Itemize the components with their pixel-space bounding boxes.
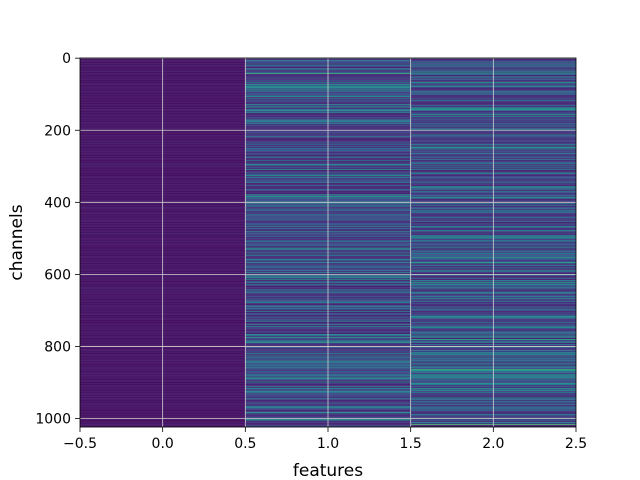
y-axis-label: channels: [7, 204, 27, 280]
y-tick-label: 600: [44, 267, 71, 283]
x-tick-label: 1.0: [317, 436, 339, 452]
y-tick-label: 1000: [35, 412, 71, 428]
x-axis-ticks: −0.5 0.0 0.5 1.0 1.5 2.0 2.5: [63, 427, 587, 452]
y-axis-ticks: 0 200 400 600 800 1000: [35, 51, 80, 428]
x-axis-label: features: [293, 461, 363, 480]
x-tick-label: 2.0: [482, 436, 504, 452]
y-tick-label: 0: [62, 51, 71, 67]
x-tick-label: −0.5: [63, 436, 97, 452]
y-tick-label: 400: [44, 195, 71, 211]
x-tick-label: 0.5: [234, 436, 256, 452]
x-tick-label: 1.5: [400, 436, 422, 452]
y-tick-label: 200: [44, 123, 71, 139]
y-tick-label: 800: [44, 339, 71, 355]
x-tick-label: 2.5: [565, 436, 587, 452]
x-tick-label: 0.0: [152, 436, 174, 452]
